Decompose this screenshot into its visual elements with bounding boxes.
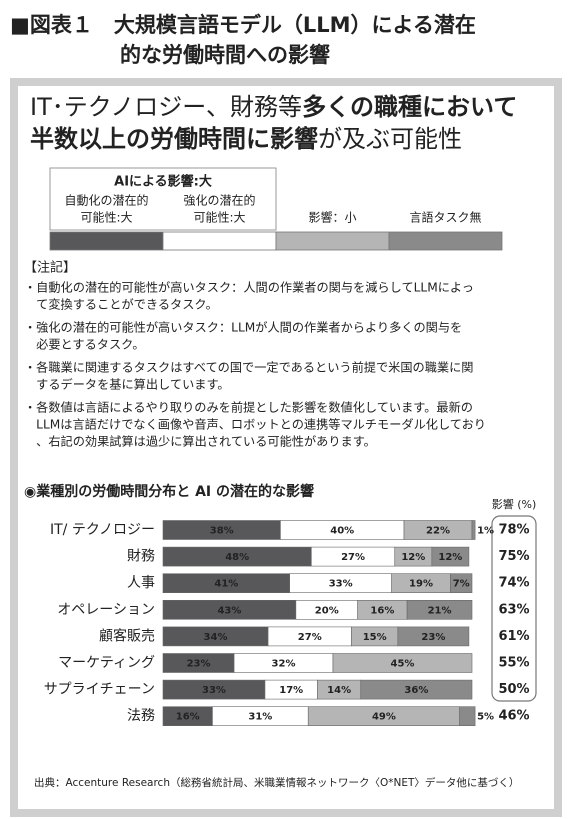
legend-label: 影響：小 — [308, 210, 356, 225]
bar-segment — [406, 599, 473, 620]
category-label: 顧客販売 — [99, 627, 155, 644]
value-label: 23% — [187, 659, 211, 670]
note-line: するデータを基に算出しています。 — [24, 377, 230, 392]
note-line: ・各職業に関連するタスクはすべての国で一定であるという前提で米国の職業に関 — [24, 360, 473, 375]
value-label: 36% — [404, 685, 428, 696]
value-label: 41% — [214, 579, 238, 590]
legend-swatch — [275, 231, 390, 251]
category-label: 人事 — [127, 575, 155, 591]
impact-value: 46% — [498, 709, 529, 724]
bar-segment — [360, 679, 473, 700]
headline-part: IT･テクノロジー、財務等 — [30, 93, 302, 121]
value-label: 49% — [372, 712, 396, 723]
source: 出典：Accenture Research（総務省統計局、米職業情報ネットワーク… — [34, 776, 519, 789]
value-label: 40% — [330, 526, 354, 537]
value-label: 33% — [329, 579, 353, 590]
category-label: 法務 — [127, 708, 155, 724]
header-title: 的な労働時間への影響 — [120, 43, 330, 67]
value-label: 21% — [428, 605, 452, 616]
note-line: ・強化の潜在的可能性が高いタスク：LLMが人間の作業者からより多くの関与を — [24, 320, 462, 335]
legend-group-box — [49, 167, 277, 231]
headline: IT･テクノロジー、財務等多くの職種において — [30, 93, 517, 121]
category-label: 財務 — [127, 549, 155, 565]
bar-segment — [397, 626, 470, 647]
value-label: 14% — [327, 685, 351, 696]
category-label: サプライチェーン — [44, 682, 155, 698]
value-label: 20% — [315, 605, 339, 616]
bar-segment — [431, 546, 470, 567]
value-label: 43% — [217, 605, 241, 616]
impact-value: 74% — [498, 576, 529, 591]
note-line: 必要とするタスク。 — [24, 338, 145, 352]
value-label: 15% — [363, 632, 387, 643]
value-label: 16% — [370, 605, 394, 616]
impact-value: 61% — [498, 629, 529, 644]
value-label: 19% — [409, 579, 433, 590]
note-line: て変換することができるタスク。 — [24, 297, 218, 312]
legend-swatch — [162, 231, 277, 251]
note-line: 、右記の効果試算は過少に算出されている可能性があります。 — [24, 434, 376, 449]
value-label: 27% — [341, 552, 365, 563]
impact-title: 影響 (%) — [492, 497, 537, 511]
legend-swatch — [388, 231, 503, 251]
value-label: 7% — [453, 579, 470, 590]
value-label: 27% — [298, 632, 322, 643]
bar-segment — [471, 520, 476, 540]
category-label: オペレーション — [57, 602, 155, 618]
note-line: ・自動化の潜在的可能性が高いタスク：人間の作業者の関与を減らしてLLMによっ — [24, 280, 474, 295]
note-line: ・各数値は言語によるやり取りのみを前提とした影響を数値化しています。最新の — [24, 400, 473, 415]
note-line: LLMは言語だけでなく画像や音声、ロボットとの連携等マルチモーダル化しており — [24, 417, 486, 432]
value-label: 33% — [202, 685, 226, 696]
value-label: 5% — [477, 712, 494, 723]
value-label: 32% — [272, 659, 296, 670]
value-label: 1% — [477, 526, 494, 537]
impact-value: 55% — [498, 656, 529, 671]
headline-part: が及ぶ可能性 — [318, 125, 462, 153]
headline: 半数以上の労働時間に影響が及ぶ可能性 — [30, 125, 462, 153]
legend-label: 言語タスク無 — [409, 210, 481, 225]
legend-label: 可能性:大 — [80, 211, 132, 225]
bar-segment — [332, 653, 473, 673]
legend-label: 自動化の潜在的 — [64, 193, 148, 208]
impact-box — [491, 515, 537, 702]
impact-value: 63% — [498, 602, 529, 617]
value-label: 12% — [438, 552, 462, 563]
value-label: 23% — [421, 632, 445, 643]
legend-swatch — [49, 231, 164, 251]
value-label: 12% — [401, 552, 425, 563]
legend-label: 強化の潜在的 — [183, 193, 255, 208]
value-label: 45% — [391, 659, 415, 670]
value-label: 17% — [279, 685, 303, 696]
headline-part: 半数以上の労働時間に影響 — [30, 125, 318, 153]
bar-segment — [459, 706, 476, 727]
value-label: 34% — [204, 632, 228, 643]
category-label: マーケティング — [58, 655, 155, 671]
chart-title: ◉業種別の労働時間分布と AI の潜在的な影響 — [24, 483, 314, 500]
value-label: 48% — [225, 552, 249, 563]
impact-value: 50% — [498, 682, 529, 697]
value-label: 22% — [426, 526, 450, 537]
value-label: 31% — [248, 712, 272, 723]
impact-value: 78% — [498, 523, 529, 538]
bar-segment — [450, 573, 473, 594]
legend-label: 可能性:大 — [193, 211, 245, 225]
category-label: IT/ テクノロジー — [50, 522, 155, 538]
notes-title: 【注記】 — [24, 260, 76, 276]
headline-part: 多くの職種において — [302, 93, 517, 121]
header-title: ■図表１ 大規模言語モデル（LLM）による潜在 — [10, 13, 476, 37]
value-label: 38% — [210, 526, 234, 537]
value-label: 16% — [176, 712, 200, 723]
legend-group: AIによる影響:大 — [114, 174, 212, 190]
impact-value: 75% — [498, 549, 529, 564]
